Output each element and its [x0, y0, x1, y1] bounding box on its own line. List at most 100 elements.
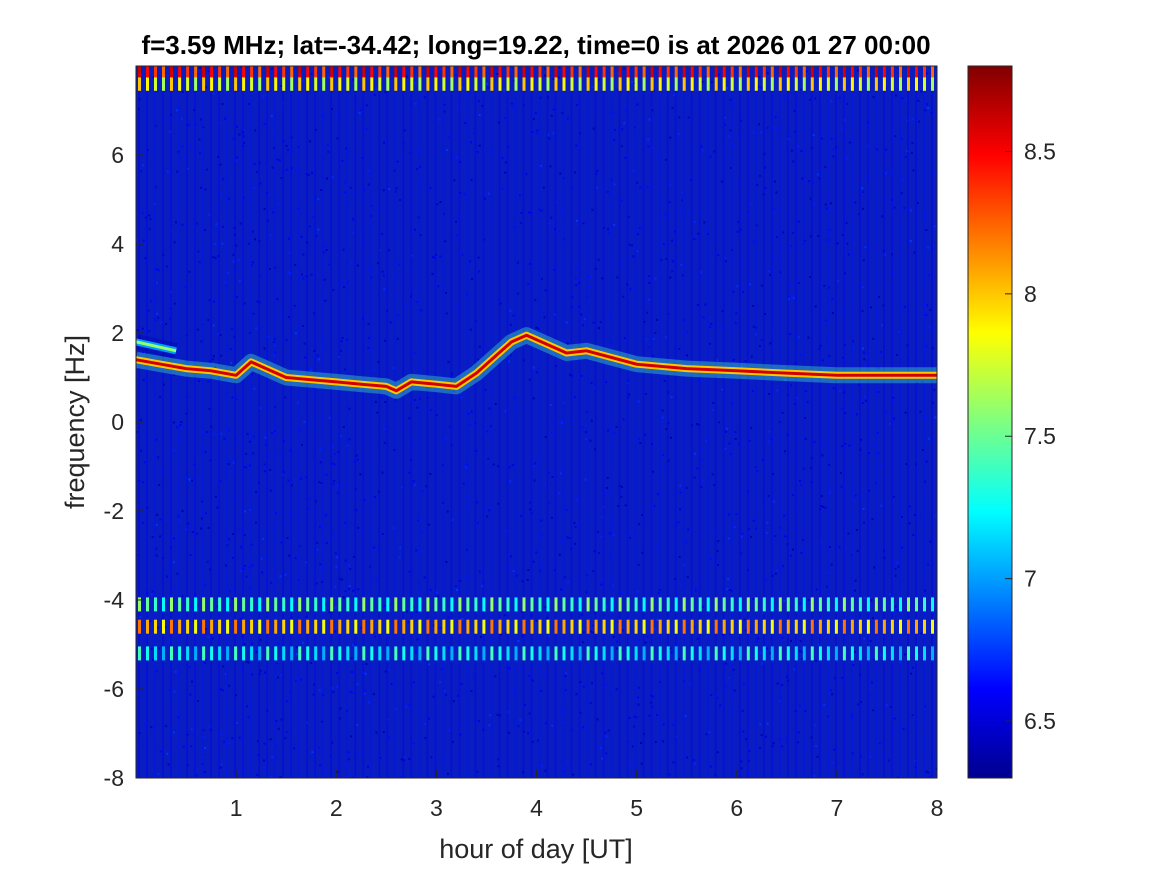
noise-speck — [566, 117, 569, 120]
noise-speck — [926, 103, 928, 106]
noise-speck — [297, 401, 300, 404]
noise-speck — [934, 416, 937, 419]
noise-speck — [341, 282, 344, 285]
noise-speck — [315, 582, 318, 585]
noise-speck — [319, 563, 322, 566]
noise-speck — [509, 309, 512, 312]
noise-speck — [319, 764, 322, 767]
band-pulse — [530, 646, 534, 661]
noise-speck — [305, 561, 308, 564]
vertical-stripe — [594, 66, 597, 778]
noise-speck — [778, 700, 781, 703]
noise-speck — [629, 536, 632, 539]
band-pulse — [306, 646, 310, 661]
band-pulse — [306, 66, 310, 78]
noise-speck — [705, 733, 708, 736]
noise-speck — [517, 725, 520, 728]
noise-speck — [594, 268, 597, 270]
noise-speck — [759, 652, 762, 654]
noise-speck — [604, 684, 607, 687]
band-pulse — [274, 76, 278, 91]
noise-speck — [927, 771, 930, 774]
noise-speck — [156, 312, 159, 315]
noise-speck — [788, 295, 791, 298]
noise-speck — [375, 578, 377, 581]
noise-speck — [635, 716, 638, 719]
noise-speck — [371, 549, 374, 552]
noise-speck — [755, 326, 757, 329]
noise-speck — [283, 522, 286, 525]
noise-speck — [525, 173, 528, 175]
noise-speck — [507, 145, 510, 148]
noise-speck — [864, 246, 867, 249]
noise-speck — [219, 333, 222, 336]
noise-speck — [589, 702, 592, 705]
noise-speck — [212, 433, 215, 436]
noise-speck — [543, 673, 545, 676]
noise-speck — [531, 679, 534, 682]
noise-speck — [236, 156, 239, 159]
noise-speck — [235, 268, 238, 271]
noise-speck — [935, 621, 937, 624]
noise-speck — [301, 325, 304, 327]
noise-speck — [437, 108, 440, 111]
vertical-stripe — [418, 66, 421, 778]
noise-speck — [469, 423, 471, 426]
noise-speck — [288, 251, 291, 254]
noise-speck — [793, 668, 796, 671]
vertical-stripe — [370, 66, 373, 778]
noise-speck — [148, 330, 151, 333]
noise-speck — [431, 272, 434, 275]
noise-speck — [185, 412, 188, 415]
noise-speck — [505, 632, 508, 634]
noise-speck — [367, 323, 370, 326]
noise-speck — [717, 254, 720, 257]
noise-speck — [554, 364, 557, 367]
noise-speck — [442, 501, 445, 504]
noise-speck — [872, 709, 875, 712]
noise-speck — [809, 276, 812, 279]
noise-speck — [793, 403, 796, 405]
noise-speck — [188, 478, 191, 481]
noise-speck — [177, 515, 180, 518]
band-pulse — [634, 619, 638, 634]
noise-speck — [426, 397, 429, 400]
noise-speck — [496, 713, 499, 716]
noise-speck — [156, 282, 158, 285]
band-pulse — [218, 646, 222, 661]
noise-speck — [543, 67, 546, 70]
noise-speck — [350, 262, 353, 264]
noise-speck — [698, 669, 701, 672]
noise-speck — [452, 740, 455, 743]
noise-speck — [702, 449, 705, 452]
noise-speck — [527, 282, 530, 285]
noise-speck — [618, 485, 621, 488]
band-pulse — [746, 597, 750, 612]
noise-speck — [830, 563, 833, 566]
vertical-stripe — [210, 66, 213, 778]
noise-speck — [246, 433, 249, 435]
noise-speck — [752, 519, 755, 522]
noise-speck — [222, 689, 225, 692]
band-pulse — [866, 646, 870, 661]
noise-speck — [924, 215, 927, 218]
noise-speck — [793, 109, 796, 112]
noise-speck — [202, 729, 205, 732]
noise-speck — [298, 545, 301, 548]
band-pulse — [610, 646, 614, 661]
noise-speck — [669, 184, 671, 187]
noise-speck — [719, 704, 722, 707]
noise-speck — [198, 138, 201, 141]
noise-speck — [572, 773, 575, 776]
band-pulse — [394, 66, 398, 78]
noise-speck — [403, 759, 405, 762]
vertical-stripe — [290, 66, 293, 778]
band-pulse — [322, 597, 326, 612]
noise-speck — [633, 81, 636, 84]
noise-speck — [258, 161, 261, 164]
noise-speck — [266, 709, 269, 712]
noise-speck — [622, 295, 625, 298]
noise-speck — [600, 535, 603, 538]
noise-speck — [286, 731, 289, 734]
band-pulse — [578, 76, 582, 91]
